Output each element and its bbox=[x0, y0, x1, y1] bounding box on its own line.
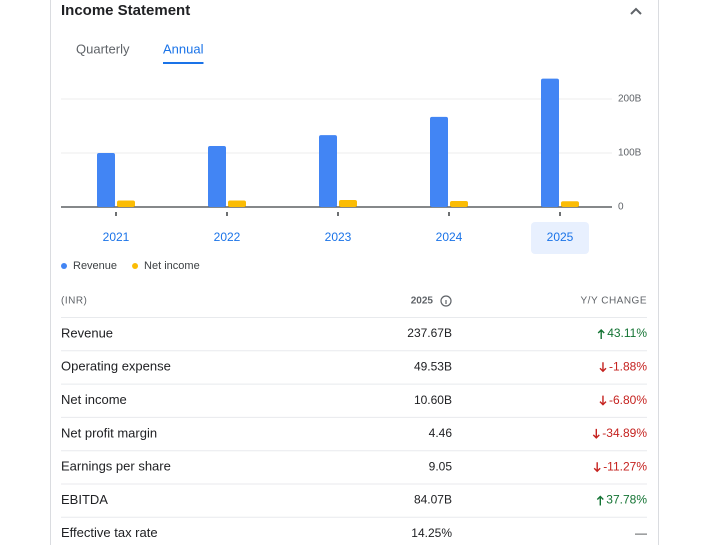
bar bbox=[208, 145, 226, 207]
legend-label: Net income bbox=[144, 260, 200, 272]
collapse-chevron[interactable] bbox=[630, 7, 642, 15]
x-tick-label[interactable]: 2023 bbox=[325, 230, 352, 244]
table-header: (INR) bbox=[61, 296, 87, 307]
bar bbox=[450, 201, 468, 207]
trend-arrow bbox=[597, 329, 605, 339]
row-change: -6.80% bbox=[609, 393, 647, 407]
trend-arrow bbox=[599, 395, 607, 406]
x-tick-label[interactable]: 2021 bbox=[103, 230, 130, 244]
row-name: Earnings per share bbox=[61, 459, 171, 474]
row-name: Operating expense bbox=[61, 359, 171, 374]
tab[interactable]: Annual bbox=[163, 41, 204, 56]
row-value: 10.60B bbox=[414, 393, 452, 407]
card-title: Income Statement bbox=[61, 2, 190, 19]
row-name: Revenue bbox=[61, 325, 113, 340]
trend-arrow bbox=[592, 428, 600, 439]
bar bbox=[430, 116, 448, 207]
trend-arrow bbox=[593, 462, 601, 473]
row-value: 49.53B bbox=[414, 359, 452, 373]
table-header: 2025 bbox=[411, 296, 434, 307]
table-header: Y/Y CHANGE bbox=[581, 296, 648, 307]
bar bbox=[561, 201, 579, 207]
x-tick-label[interactable]: 2024 bbox=[436, 230, 463, 244]
row-value: 14.25% bbox=[411, 526, 452, 540]
row-name: Effective tax rate bbox=[61, 525, 158, 540]
bar bbox=[228, 200, 246, 207]
x-tick-label[interactable]: 2025 bbox=[547, 230, 574, 244]
info-icon[interactable] bbox=[440, 295, 452, 307]
bar bbox=[97, 153, 115, 207]
row-change: -1.88% bbox=[609, 359, 647, 373]
bar bbox=[319, 135, 337, 207]
bar bbox=[541, 78, 559, 207]
row-value: 4.46 bbox=[429, 426, 453, 440]
row-change: 43.11% bbox=[607, 326, 647, 340]
legend-swatch bbox=[61, 263, 67, 269]
row-name: EBITDA bbox=[61, 492, 108, 507]
row-name: Net profit margin bbox=[61, 425, 157, 440]
bar bbox=[117, 200, 135, 207]
legend-swatch bbox=[132, 263, 139, 269]
selected-category-highlight bbox=[531, 222, 589, 254]
y-tick-label: 100B bbox=[618, 148, 642, 159]
trend-arrow bbox=[599, 362, 607, 373]
bar bbox=[339, 199, 357, 207]
y-tick-label: 0 bbox=[618, 202, 624, 213]
row-name: Net income bbox=[61, 392, 127, 407]
y-tick-label: 200B bbox=[618, 94, 642, 105]
tab[interactable]: Quarterly bbox=[76, 41, 130, 56]
row-change: -34.89% bbox=[602, 426, 647, 440]
row-value: 84.07B bbox=[414, 493, 452, 507]
trend-arrow bbox=[596, 495, 604, 506]
row-change: — bbox=[635, 526, 647, 540]
row-value: 237.67B bbox=[407, 326, 452, 340]
row-change: 37.78% bbox=[606, 493, 647, 507]
legend-label: Revenue bbox=[73, 260, 117, 272]
tab-underline bbox=[163, 62, 204, 64]
x-tick-label[interactable]: 2022 bbox=[214, 230, 241, 244]
row-change: -11.27% bbox=[603, 459, 647, 473]
row-value: 9.05 bbox=[429, 459, 453, 473]
